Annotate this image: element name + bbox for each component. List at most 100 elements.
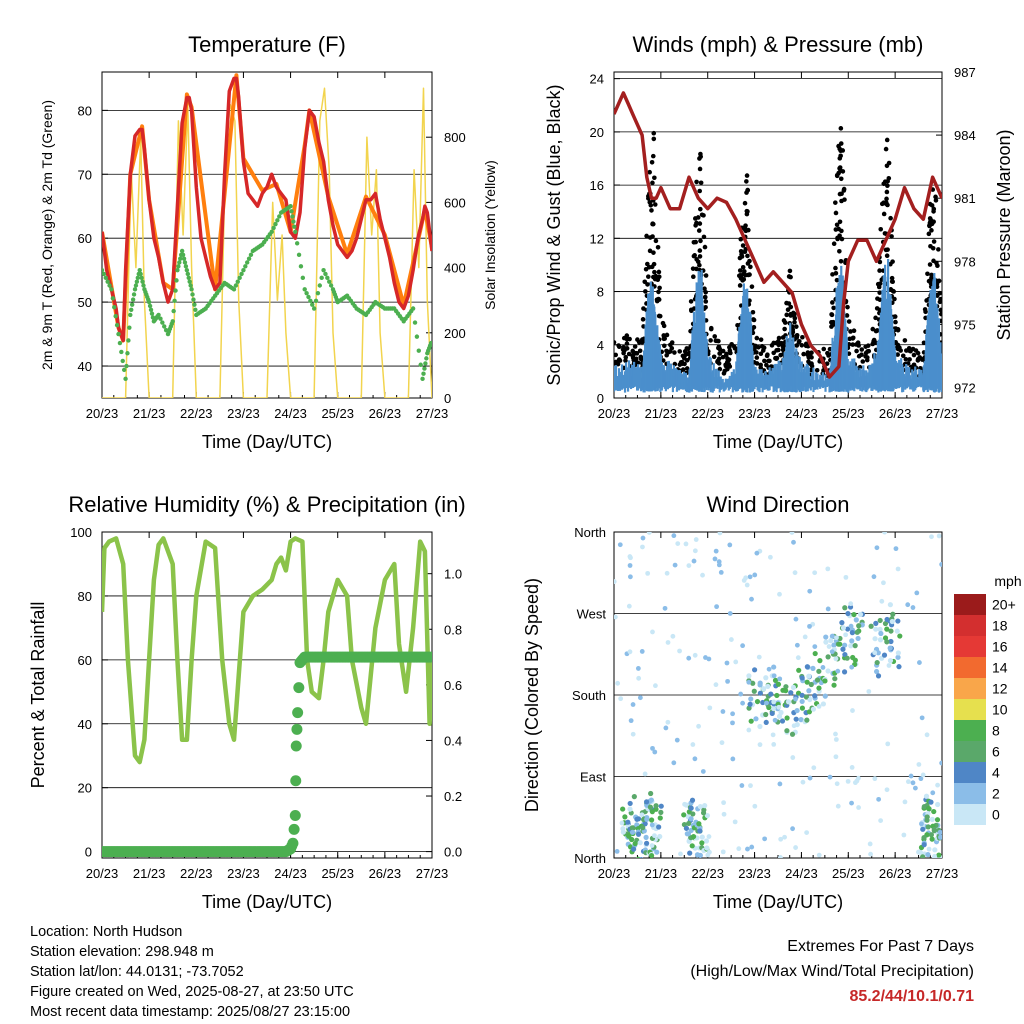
plot-area [102,536,432,858]
direction-point [826,644,832,649]
direction-point [730,756,736,762]
dewpoint-point [293,229,298,235]
direction-point [799,675,805,681]
dewpoint-point [271,225,276,231]
direction-point [703,838,710,844]
legend-swatch [954,762,986,783]
gust-point [723,362,728,368]
y-tick-label: East [580,770,606,785]
gust-point [694,179,699,185]
direction-point [782,834,787,840]
gust-point [839,236,845,242]
chart-title: Winds (mph) & Pressure (mb) [633,32,924,57]
dewpoint-point [414,334,420,339]
elevation-text: Station elevation: 298.948 m [30,944,214,960]
gust-point [877,268,882,273]
direction-point [636,856,641,858]
gust-point [740,243,746,248]
x-tick-label: 27/23 [416,866,449,881]
gust-point [655,244,661,250]
direction-point [793,716,799,722]
direction-point [714,604,720,610]
dewpoint-point [275,218,280,223]
gust-point [653,238,659,244]
x-tick-label: 23/23 [738,406,771,421]
dewpoint-point [423,361,428,366]
gust-point [661,323,667,329]
direction-point [627,563,633,568]
direction-point [788,690,794,696]
gust-point [727,348,733,353]
gust-point [651,130,657,136]
direction-point [678,851,683,857]
dewpoint-point [294,241,300,246]
x-tick-label: 26/23 [879,866,912,881]
direction-point [936,533,942,539]
dewpoint-point [134,279,140,284]
gust-point [697,221,703,226]
direction-point [748,696,754,702]
direction-point [637,695,643,701]
dewpoint-point [187,279,192,284]
direction-point [712,556,718,562]
gust-point [632,344,638,349]
direction-point [939,562,942,567]
gust-point [644,233,649,239]
dewpoint-point [162,324,167,329]
x-tick-label: 25/23 [832,406,865,421]
direction-point [794,642,800,648]
dewpoint-point [156,312,161,318]
y2-tick-label: 981 [954,191,976,206]
direction-point [768,691,774,697]
gust-point [738,236,744,242]
gust-point [656,269,662,275]
gust-point [799,342,805,348]
direction-point [794,707,800,714]
gust-point [839,198,844,204]
direction-point [649,822,655,828]
gust-point [744,179,749,184]
dewpoint-point [420,376,425,382]
direction-point [774,692,780,699]
direction-point [812,644,818,650]
gust-point [641,306,646,311]
dewpoint-point [116,331,121,337]
dewpoint-point [302,287,307,292]
pressure-line [614,91,942,379]
direction-point [852,643,858,649]
direction-point [732,819,738,825]
direction-point [652,833,657,839]
direction-point [750,680,756,686]
gust-point [756,344,761,350]
direction-point [757,742,763,748]
gust-point [884,137,890,143]
direction-point [887,645,893,651]
gust-point [860,359,866,364]
y2-tick-label: 0.8 [444,622,462,637]
direction-point [629,829,636,835]
dewpoint-point [191,297,196,302]
gust-point [883,146,889,152]
gust-point [886,175,892,181]
gust-point [651,261,657,267]
direction-point [697,828,703,834]
direction-point [934,817,941,823]
gust-point [821,346,827,352]
direction-point [704,812,711,819]
gust-point [702,244,708,250]
direction-point [804,717,810,723]
dewpoint-point [123,376,128,382]
gust-point [650,153,656,159]
extremes-subtitle: (High/Low/Max Wind/Total Precipitation) [690,963,974,980]
x-tick-label: 27/23 [416,406,449,421]
gust-point [903,356,909,362]
direction-point [919,821,924,827]
gust-point [809,350,814,355]
temp-2m-line [102,76,432,343]
direction-point [822,693,828,699]
gust-point [643,289,648,294]
dewpoint-point [149,311,155,316]
gust-point [745,209,750,214]
direction-point [677,648,682,654]
direction-point [808,681,814,688]
